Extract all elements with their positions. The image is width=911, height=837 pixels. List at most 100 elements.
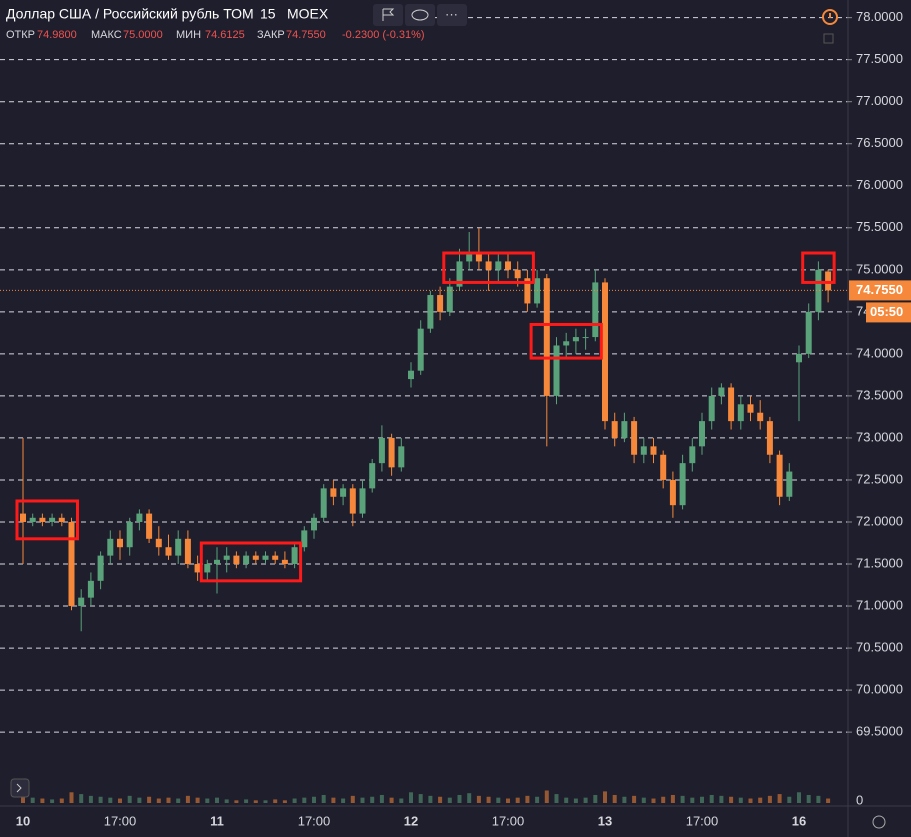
candle-body [223, 555, 230, 560]
candle-body [669, 479, 676, 506]
volume-bar [486, 796, 491, 803]
maximize-icon[interactable] [823, 33, 834, 44]
volume-bar [506, 798, 510, 803]
x-tick-label: 17:00 [104, 813, 137, 828]
candle-body [815, 269, 822, 312]
eye-button[interactable] [405, 4, 435, 26]
candle-body [349, 488, 356, 514]
volume-bar [98, 796, 103, 803]
scroll-icon [16, 783, 22, 793]
candle-body [485, 261, 492, 270]
volume-bar [282, 800, 287, 803]
candle-body [68, 521, 75, 607]
candle-body [29, 517, 36, 522]
candle-body [330, 488, 337, 497]
y-tick-label: 69.5000 [856, 724, 903, 739]
interval: 15 [260, 6, 276, 22]
y-tick-label: 72.0000 [856, 513, 903, 528]
candle-body [718, 387, 725, 396]
volume-bar [244, 799, 249, 803]
y-tick-label: 77.0000 [856, 93, 903, 108]
volume-bar [447, 797, 452, 803]
settings-icon[interactable] [872, 815, 886, 829]
y-tick-label: 78.0000 [856, 9, 903, 24]
more-button[interactable] [437, 4, 467, 26]
candle-body [58, 517, 65, 522]
volume-bar [418, 794, 423, 803]
volume-bar [467, 793, 472, 803]
clock-icon[interactable] [822, 9, 838, 25]
volume-bar [554, 794, 559, 803]
volume-bar [428, 795, 433, 803]
candle-body [378, 437, 385, 464]
candle-body [737, 404, 744, 422]
volume-tick-label: 0 [856, 792, 863, 807]
candle-body [524, 278, 531, 304]
candle-body [184, 538, 191, 565]
volume-bar [729, 796, 734, 803]
y-tick-label: 76.5000 [856, 135, 903, 150]
candle-body [291, 547, 298, 565]
volume-bar [79, 794, 84, 803]
candle-body [359, 488, 366, 514]
volume-bar [108, 797, 113, 803]
y-tick-label: 70.0000 [856, 682, 903, 697]
candle-body [679, 463, 686, 506]
volume-bar [360, 797, 365, 803]
y-tick-label: 74.0000 [856, 345, 903, 360]
candle-body [708, 395, 715, 422]
scroll-button[interactable] [10, 778, 30, 798]
volume-bar [622, 796, 627, 803]
candle-body [398, 446, 405, 468]
candle-body [49, 517, 56, 522]
volume-bar [118, 798, 122, 803]
volume-bar [457, 794, 462, 803]
x-tick-label: 10 [16, 813, 30, 828]
y-tick-label: 72.5000 [856, 471, 903, 486]
volume-bar [30, 797, 35, 803]
candle-body [388, 437, 395, 468]
volume-bar [341, 798, 346, 803]
candle-body [252, 555, 259, 560]
eye-icon [411, 9, 429, 21]
candle-body [146, 513, 153, 539]
volume-bar [176, 798, 181, 803]
candle-body [563, 341, 570, 346]
candle-body [747, 404, 754, 413]
plot [0, 17, 848, 803]
candle-body [87, 580, 94, 598]
volume-bar [593, 794, 598, 803]
candle-body [136, 513, 143, 522]
volume-bar [816, 795, 821, 803]
candle-body [553, 345, 560, 396]
symbol-title: Доллар США / Российский рубль ТОМ [6, 6, 254, 22]
volume-bar [641, 797, 646, 803]
candle-body [805, 311, 812, 354]
y-tick-label: 71.5000 [856, 555, 903, 570]
close-value: 74.7550 [286, 29, 326, 41]
volume-bar [748, 798, 753, 803]
volume-bar [273, 799, 278, 803]
candle-body [320, 488, 327, 518]
highlight-box [529, 322, 603, 360]
highlight-box [801, 251, 836, 284]
volume-bar [399, 798, 404, 803]
volume-bar [350, 795, 355, 803]
volume-bar [787, 796, 792, 803]
volume-bar [690, 797, 695, 803]
y-tick-label: 75.0000 [856, 261, 903, 276]
x-tick-label: 17:00 [686, 813, 719, 828]
candle-body [456, 261, 463, 287]
candle-body [311, 517, 317, 531]
volume-bar [738, 797, 743, 803]
volume-bar [709, 794, 714, 803]
volume-bar [564, 797, 569, 803]
volume-bar [312, 796, 316, 803]
candle-body [592, 282, 599, 338]
y-tick-label: 73.0000 [856, 429, 903, 444]
candle-body [39, 517, 46, 522]
volume-bar [195, 797, 200, 803]
